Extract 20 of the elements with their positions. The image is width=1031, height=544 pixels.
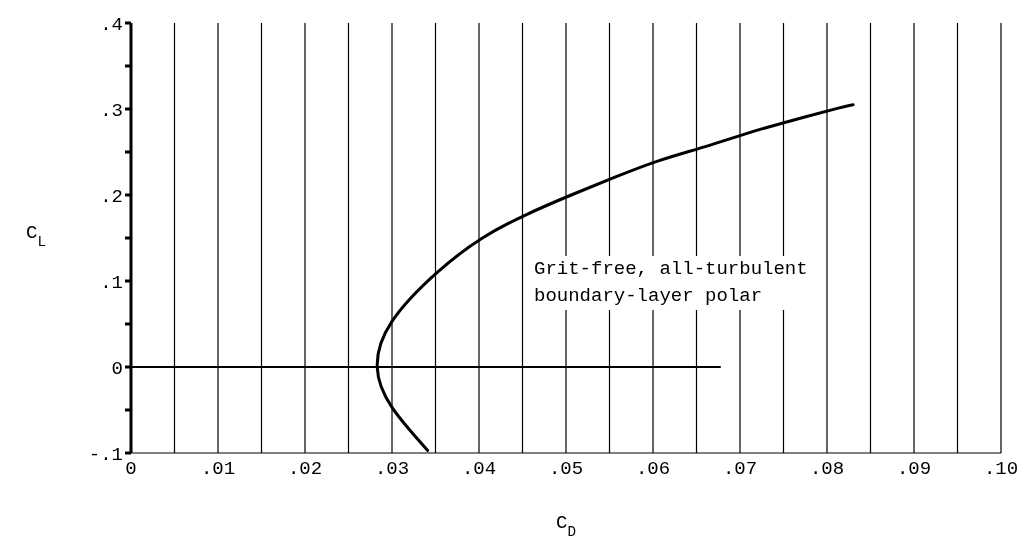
- y-tick-label: .1: [100, 271, 123, 294]
- x-tick-label: .03: [374, 458, 410, 481]
- x-tick-label: .07: [722, 458, 758, 481]
- annotation: Grit-free, all-turbulent boundary-layer polar: [530, 256, 812, 310]
- y-tick-label: .2: [100, 185, 123, 208]
- x-tick-label: .05: [548, 458, 584, 481]
- x-tick-label: 0: [125, 458, 137, 481]
- x-tick-label: .01: [200, 458, 236, 481]
- y-tick-label: -.1: [88, 443, 123, 466]
- y-axis-title: C$_{L}$: [26, 222, 46, 250]
- x-tick-label: .06: [635, 458, 671, 481]
- x-tick-label: .04: [461, 458, 497, 481]
- y-tick-label: .4: [100, 13, 123, 36]
- y-tick-label: .3: [100, 99, 123, 122]
- x-tick-label: .09: [896, 458, 932, 481]
- x-axis-title: C$_{D}$: [556, 512, 576, 540]
- y-tick-label: 0: [111, 357, 123, 380]
- x-tick-label: .08: [809, 458, 845, 481]
- x-tick-label: .10: [983, 458, 1019, 481]
- x-tick-label: .02: [287, 458, 323, 481]
